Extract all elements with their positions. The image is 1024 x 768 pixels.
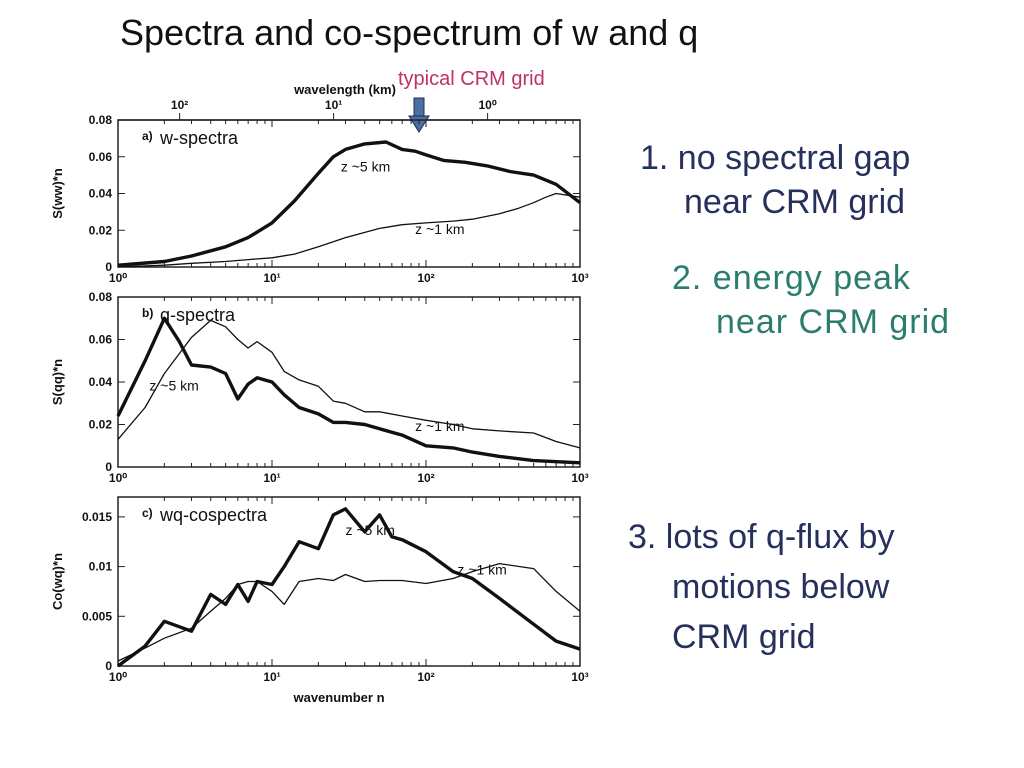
y-axis-label: Co(wq)*n [50,553,65,610]
plot-frame [117,496,581,667]
x-tick-label: 10³ [571,670,588,684]
x-tick-label: 10³ [571,271,588,285]
series-annotation: z ~1 km [415,418,464,434]
x-tick-label: 10⁰ [109,471,127,485]
slide-title: Spectra and co-spectrum of w and q [120,12,699,53]
y-tick-label: 0.06 [89,333,113,347]
y-tick-label: 0.01 [89,560,113,574]
panel-letter: c) [142,506,153,520]
y-tick-label: 0 [105,659,112,673]
y-tick-label: 0.04 [89,187,113,201]
panel-title: q-spectra [160,305,236,325]
y-tick-label: 0.06 [89,150,113,164]
note-3-line-3: CRM grid [672,618,816,656]
x-tick-label: 10² [417,670,434,684]
top-tick-label: 10² [171,98,188,112]
x-tick-label: 10¹ [263,271,280,285]
panel-wq-cospectra: 10⁰ 10¹ 10² 10³ 0 0.005 0.01 0.015 Co(wq)*n waven… [50,496,589,705]
panel-w-spectra: 10⁰ 10¹ 10² 10³ 0 0.02 0.04 0.06 0.08 S(ww)*n a) w-… [50,113,589,285]
note-2-line-1: 2. energy peak [672,259,911,297]
note-2-line-2: near CRM grid [716,303,951,341]
x-tick-label: 10³ [571,471,588,485]
top-tick-label: 10¹ [325,98,342,112]
y-tick-label: 0.02 [89,223,113,237]
series-line-z5km [116,316,581,465]
y-tick-label: 0.02 [89,418,113,432]
top-wavelength-axis: 10² 10¹ 10⁰ wavelength (km) [118,82,580,121]
series-annotation: z ~5 km [341,158,390,174]
note-1-line-2: near CRM grid [684,183,906,221]
panel-title: wq-cospectra [159,505,268,525]
panel-letter: a) [142,129,153,143]
note-no-spectral-gap: 1. no spectral gap near CRM grid [640,136,910,224]
y-tick-label: 0 [105,260,112,274]
series-line-z5km [117,140,582,267]
x-tick-label: 10¹ [263,670,280,684]
x-tick-label: 10¹ [263,471,280,485]
crm-grid-label: typical CRM grid [398,68,545,90]
note-3-line-1: 3. lots of q-flux by [628,518,895,556]
series-line-z1km [117,192,581,268]
x-tick-label: 10⁰ [109,271,127,285]
top-axis-label: wavelength (km) [293,82,396,97]
y-axis-label: S(ww)*n [50,168,65,219]
note-1-line-1: 1. no spectral gap [640,139,911,177]
x-tick-label: 10² [417,471,434,485]
x-axis-label: wavenumber n [292,690,384,705]
x-tick-label: 10² [417,271,434,285]
series-line-z1km [117,319,581,449]
y-axis-label: S(qq)*n [50,359,65,405]
series-annotation: z ~1 km [415,221,464,237]
y-tick-label: 0.005 [82,609,112,623]
panel-q-spectra: 10⁰ 10¹ 10² 10³ 0 0.02 0.04 0.06 0.08 S(qq)*n b) q-… [50,290,589,485]
note-3-line-2: motions below [672,568,890,606]
note-q-flux: 3. lots of q-flux by motions below CRM g… [628,512,894,662]
y-tick-label: 0.08 [89,113,113,127]
series-annotation: z ~5 km [345,522,394,538]
panel-letter: b) [142,306,153,320]
note-energy-peak: 2. energy peak near CRM grid [672,256,950,344]
series-annotation: z ~5 km [149,378,198,394]
y-tick-label: 0 [105,460,112,474]
series-line-z5km [116,507,581,668]
y-tick-label: 0.015 [82,510,112,524]
top-tick-label: 10⁰ [479,98,497,112]
arrow-shaft [413,97,425,117]
series-annotation: z ~1 km [457,562,506,578]
y-tick-label: 0.04 [89,375,113,389]
y-tick-label: 0.08 [89,290,113,304]
x-tick-label: 10⁰ [109,670,127,684]
panel-title: w-spectra [159,128,239,148]
series-line-z1km [117,562,581,662]
